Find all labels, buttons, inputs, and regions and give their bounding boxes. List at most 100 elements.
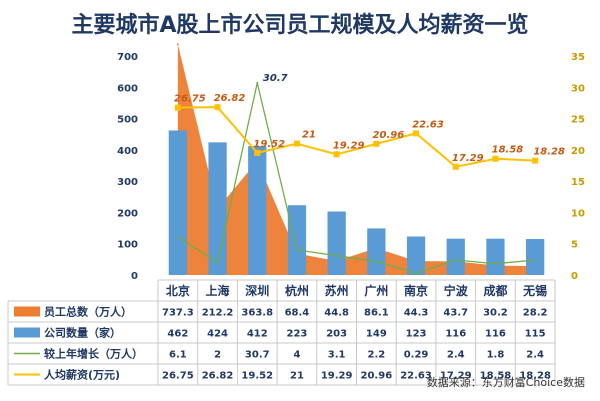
table-cell: 86.1	[364, 308, 389, 319]
y-left-tick-label: 700	[117, 52, 138, 63]
line-point-growth	[256, 81, 259, 84]
line-point-growth	[176, 235, 179, 238]
source-note: 数据来源：东方财富Choice数据	[427, 375, 585, 389]
y-left-tick-label: 500	[117, 115, 138, 126]
data-label-salary: 26.82	[214, 93, 246, 104]
bar-companies	[168, 130, 187, 275]
line-point-growth	[216, 261, 219, 264]
category-label: 无锡	[522, 283, 547, 298]
table-cell: 19.29	[321, 371, 353, 382]
category-label: 深圳	[245, 283, 269, 298]
bar-companies	[208, 142, 227, 275]
table-cell: 28.2	[523, 308, 548, 319]
data-label-salary: 22.63	[412, 119, 444, 130]
bar-companies	[327, 211, 346, 275]
table-cell: 21	[290, 371, 304, 382]
line-point-growth	[295, 248, 298, 251]
data-label-salary: 19.52	[253, 139, 285, 150]
data-label-growth: 30.7	[263, 73, 288, 84]
line-marker-salary	[373, 140, 380, 147]
table-cell: 43.7	[443, 308, 468, 319]
y-left-tick-label: 200	[117, 208, 138, 219]
y-right-tick-label: 35	[571, 52, 585, 63]
category-label: 上海	[206, 283, 230, 298]
table-cell: 4	[293, 350, 300, 361]
category-label: 杭州	[285, 283, 309, 298]
y-right-tick-label: 20	[571, 146, 585, 157]
legend-key-swatch	[14, 306, 40, 317]
table-cell: 223	[287, 329, 308, 340]
line-marker-salary	[413, 130, 420, 137]
line-marker-salary	[214, 104, 221, 111]
bar-companies	[287, 205, 307, 275]
data-label-salary: 20.96	[373, 130, 405, 141]
legend-key-swatch	[14, 327, 40, 338]
line-marker-salary	[174, 104, 181, 111]
table-cell: 2.4	[447, 350, 465, 361]
line-marker-salary	[254, 149, 261, 156]
table-cell: 20.96	[361, 371, 393, 382]
table-cell: 123	[406, 329, 427, 340]
legend-series-name: 员工总数（万人）	[44, 305, 132, 319]
line-marker-salary	[452, 163, 459, 170]
table-cell: 424	[207, 329, 228, 340]
category-label: 南京	[404, 283, 428, 298]
line-marker-salary	[293, 140, 300, 147]
y-right-tick-label: 10	[571, 208, 585, 219]
table-cell: 1.8	[487, 350, 505, 361]
line-marker-salary	[333, 151, 340, 158]
line-point-growth	[335, 254, 338, 257]
category-label: 宁波	[444, 283, 469, 298]
table-cell: 68.4	[285, 308, 310, 319]
data-label-salary: 19.29	[333, 140, 365, 151]
area-point-employees	[176, 43, 179, 46]
line-point-growth	[494, 262, 497, 265]
series-line-salary	[177, 106, 536, 168]
table-cell: 30.2	[483, 308, 508, 319]
y-right-tick-label: 0	[571, 271, 578, 282]
line-point-growth	[375, 260, 378, 263]
bar-companies	[526, 239, 545, 275]
table-cell: 115	[525, 329, 546, 340]
series-area-employees	[177, 44, 536, 275]
y-right-tick-label: 5	[571, 240, 578, 251]
table-cell: 44.3	[404, 308, 429, 319]
table-cell: 2	[214, 350, 221, 361]
table-cell: 26.82	[202, 371, 234, 382]
category-label: 北京	[166, 283, 190, 298]
data-label-salary: 18.28	[533, 147, 565, 158]
legend-series-name: 较上年增长（万人）	[44, 347, 143, 361]
data-label-salary: 26.75	[174, 94, 206, 105]
line-point-growth	[454, 258, 457, 261]
table-cell: 116	[485, 329, 506, 340]
y-left-tick-label: 300	[117, 177, 138, 188]
y-left-tick-label: 600	[117, 83, 138, 94]
category-label: 广州	[364, 283, 388, 298]
data-label-salary: 21	[302, 130, 316, 141]
table-cell: 212.2	[202, 308, 234, 319]
table-cell: 203	[326, 329, 347, 340]
table-cell: 26.75	[162, 371, 194, 382]
table-cell: 462	[167, 329, 188, 340]
table-cell: 363.8	[241, 308, 273, 319]
table-cell: 2.4	[526, 350, 544, 361]
legend-series-name: 人均薪资(万元)	[44, 368, 120, 382]
table-cell: 412	[247, 329, 268, 340]
bar-companies	[486, 238, 505, 275]
y-right-tick-label: 15	[571, 177, 585, 188]
y-right-tick-label: 25	[571, 115, 585, 126]
data-label-salary: 18.58	[492, 145, 524, 156]
y-left-tick-label: 100	[117, 240, 138, 251]
table-cell: 2.2	[367, 350, 385, 361]
bar-companies	[248, 146, 267, 275]
line-point-growth	[534, 258, 537, 261]
table-cell: 18.28	[519, 371, 551, 382]
table-cell: 19.52	[241, 371, 273, 382]
y-right-tick-label: 30	[571, 83, 585, 94]
line-point-growth	[415, 272, 418, 275]
table-cell: 22.63	[400, 371, 432, 382]
legend-series-name: 公司数量（家）	[44, 326, 121, 340]
table-cell: 0.29	[404, 350, 429, 361]
bar-companies	[446, 238, 465, 275]
